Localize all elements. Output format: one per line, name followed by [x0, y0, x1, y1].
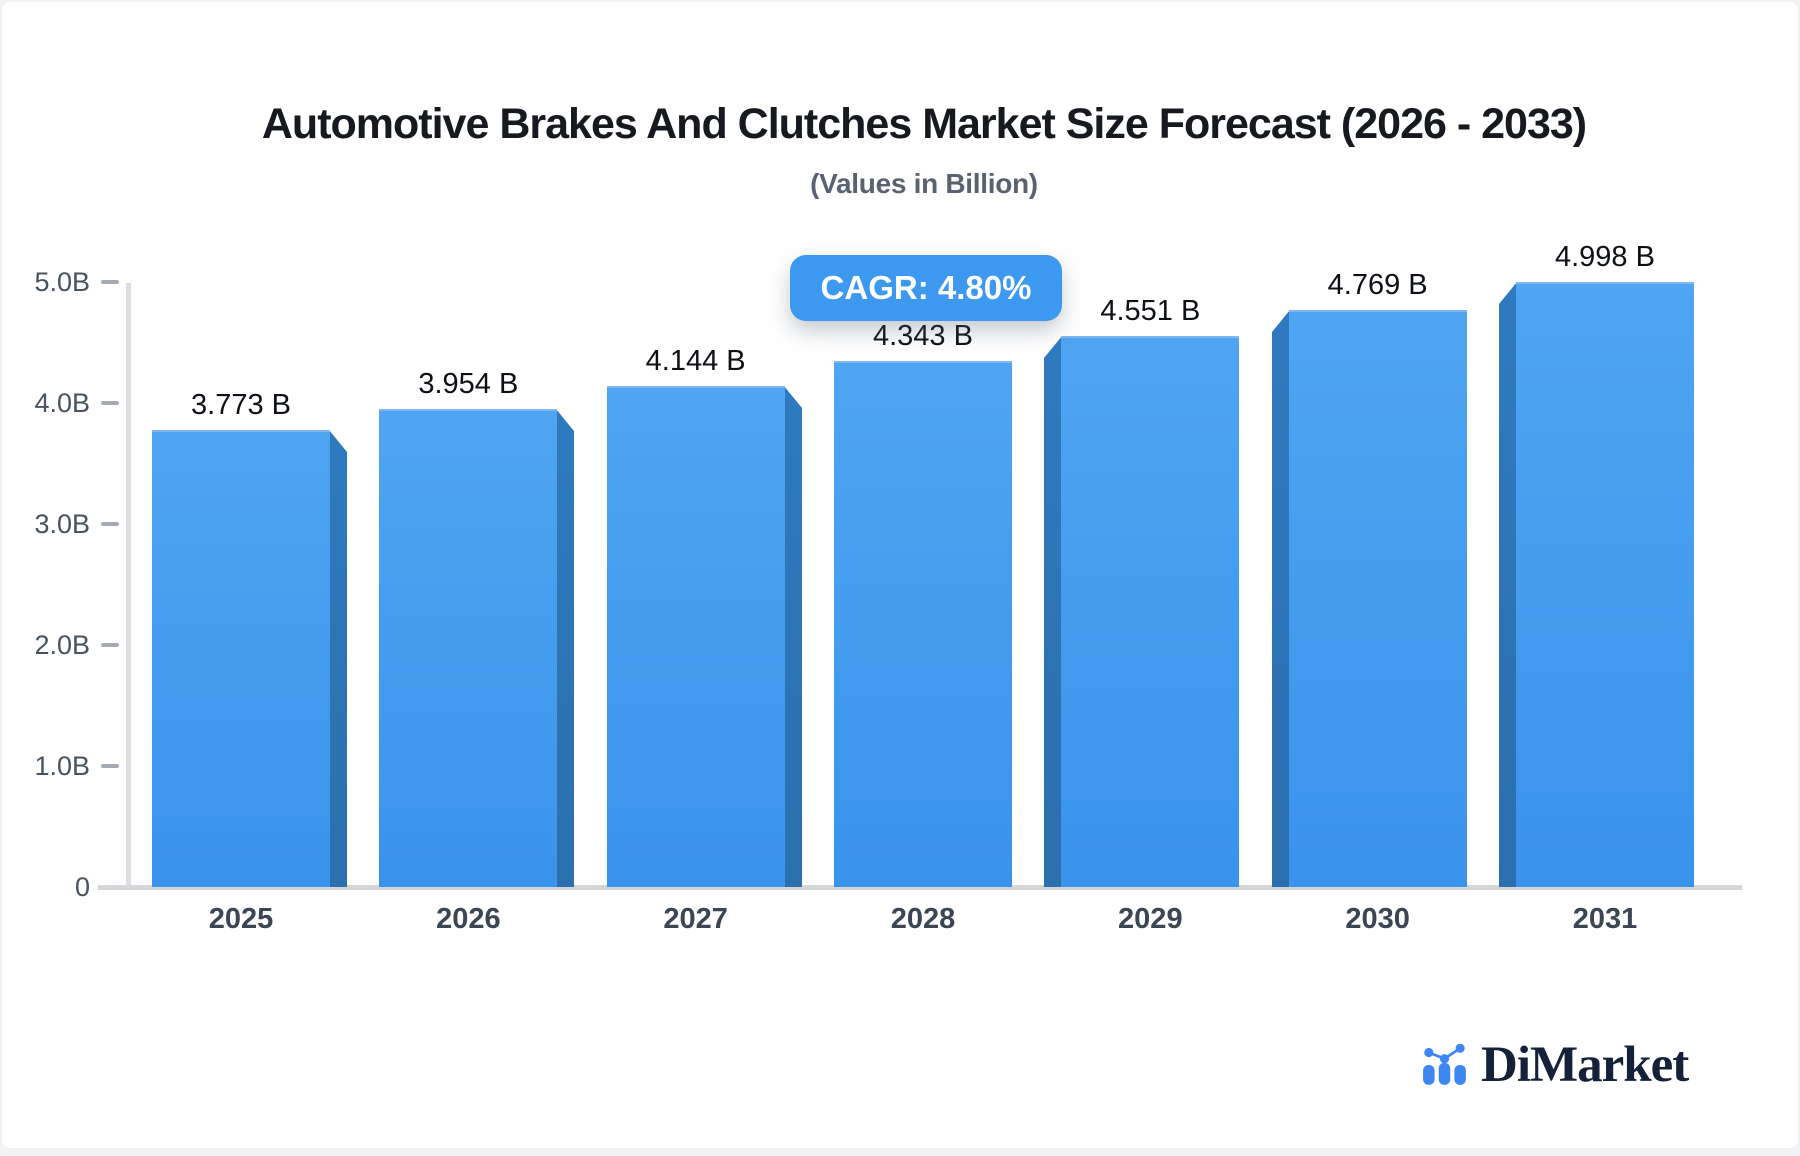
bar-value-label: 4.769 B — [1327, 269, 1428, 301]
logo-text: DiMarket — [1481, 1037, 1689, 1093]
bar-value-label: 4.144 B — [645, 345, 746, 377]
x-axis-label-2027: 2027 — [663, 903, 728, 935]
y-axis-line — [126, 283, 131, 887]
bar-2027[interactable] — [607, 386, 785, 887]
x-axis-label-2025: 2025 — [208, 903, 274, 935]
bar-value-label: 4.343 B — [872, 320, 973, 352]
bar-2028[interactable] — [834, 361, 1012, 887]
y-axis-label: 5.0B — [34, 267, 90, 297]
bar-2025[interactable] — [152, 430, 330, 887]
bar-2029[interactable] — [1061, 336, 1239, 887]
y-axis-tick — [101, 522, 119, 526]
bar-value-label: 3.773 B — [191, 389, 291, 421]
bar-2030[interactable] — [1289, 310, 1467, 887]
chart-title: Automotive Brakes And Clutches Market Si… — [261, 100, 1587, 148]
bar-side-2026 — [556, 409, 574, 887]
y-axis-label: 3.0B — [34, 509, 90, 539]
x-axis-label-2031: 2031 — [1572, 903, 1638, 935]
y-axis-label: 2.0B — [34, 630, 90, 660]
chart-subtitle: (Values in Billion) — [810, 168, 1038, 199]
bar-value-label: 3.954 B — [418, 368, 519, 400]
bar-chart-logo-icon — [1423, 1044, 1466, 1085]
y-axis-label: 0 — [74, 872, 90, 902]
y-axis-label: 4.0B — [34, 388, 90, 418]
bar-value-label: 4.551 B — [1100, 295, 1201, 327]
cagr-badge: CAGR: 4.80% — [790, 255, 1062, 321]
y-axis-tick — [101, 401, 119, 405]
y-axis-tick — [101, 764, 119, 768]
y-axis-tick — [101, 643, 119, 647]
y-axis-tick — [101, 280, 119, 284]
dimarket-logo[interactable]: DiMarket — [1421, 1037, 1689, 1093]
x-axis-label-2026: 2026 — [436, 903, 501, 935]
bar-side-2027 — [784, 386, 802, 887]
bar-side-2029 — [1044, 336, 1062, 887]
bar-value-label: 4.998 B — [1554, 241, 1655, 273]
bar-side-2025 — [329, 430, 347, 887]
bar-side-2031 — [1499, 282, 1517, 887]
y-axis-label: 1.0B — [34, 751, 90, 781]
bar-side-2030 — [1272, 310, 1290, 887]
bar-2026[interactable] — [379, 409, 557, 887]
x-axis-line — [98, 885, 1742, 890]
x-axis-label-2029: 2029 — [1118, 903, 1183, 935]
x-axis-label-2030: 2030 — [1345, 903, 1410, 935]
x-axis-label-2028: 2028 — [890, 903, 956, 935]
bar-2031[interactable] — [1516, 282, 1694, 887]
